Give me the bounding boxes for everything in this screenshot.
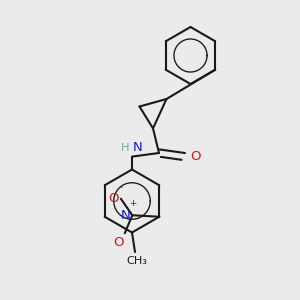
Text: O: O — [113, 236, 123, 249]
Text: -: - — [118, 182, 122, 192]
Text: O: O — [108, 192, 119, 205]
Text: H: H — [121, 143, 129, 153]
Text: N: N — [121, 209, 131, 222]
Text: CH₃: CH₃ — [126, 256, 147, 266]
Text: O: O — [190, 150, 200, 163]
Text: N: N — [133, 141, 142, 154]
Text: +: + — [129, 199, 137, 208]
